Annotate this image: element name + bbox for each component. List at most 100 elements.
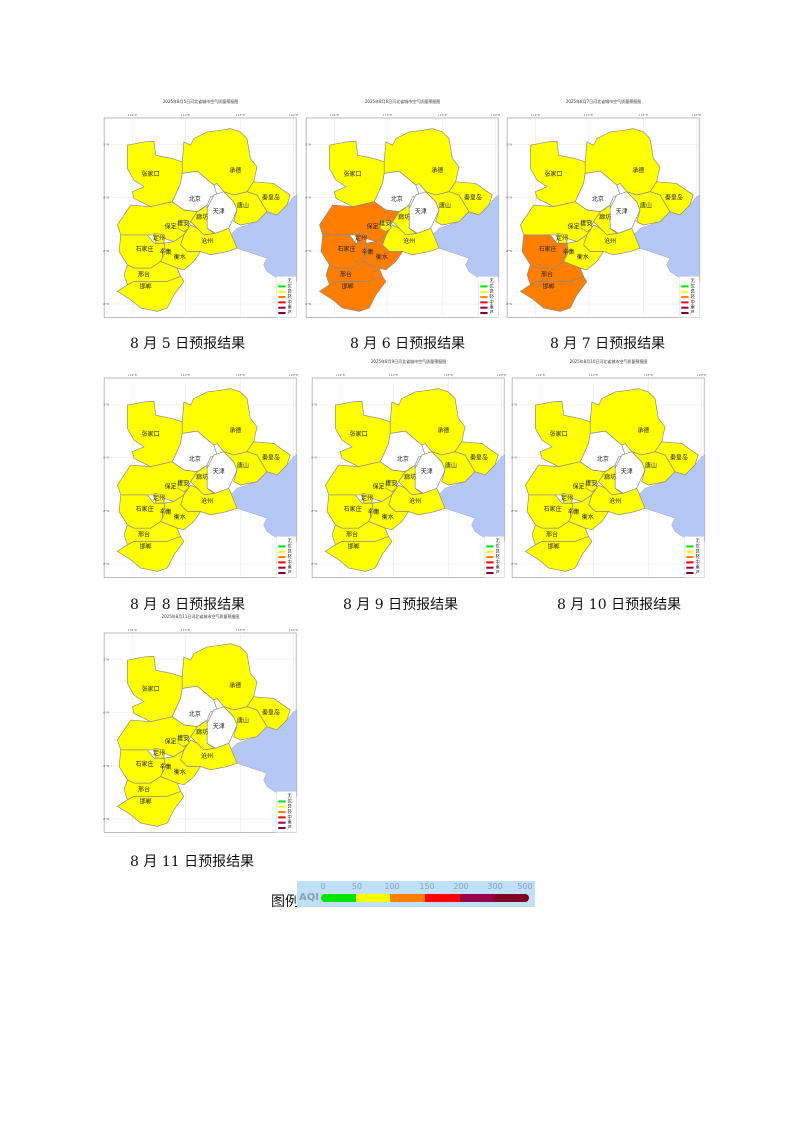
map-legend-label: 无 [696,538,701,544]
region-label-xiongan: 雄安 [379,220,391,228]
region-label-xingtai: 邢台 [138,270,150,278]
region-label-baoding: 保定 [573,482,585,490]
region-label-zhangjiakou: 张家口 [550,430,568,438]
region-label-baoding: 保定 [367,222,379,230]
region-tangshan [425,191,470,226]
lon-tick: 116°E [389,373,398,377]
map-legend-swatch [686,561,694,564]
region-label-zhangjiakou: 张家口 [350,430,368,438]
region-label-xiongan: 雄安 [385,480,397,488]
map-legend-swatch [480,312,488,315]
map-legend-swatch [278,296,286,299]
region-label-handan: 邯郸 [548,543,560,551]
map-legend-label: 良 [288,803,293,810]
region-label-xingtai: 邢台 [346,530,358,538]
region-handan [116,791,185,827]
region-xiongan [580,219,593,233]
map-legend-label: 轻 [496,553,501,560]
map-legend-swatch [480,306,488,309]
region-label-shijiazhuang: 石家庄 [338,245,356,253]
region-label-dingzhou: 定州 [153,234,165,242]
map-legend-swatch [278,816,286,819]
region-label-chengde: 承德 [632,166,644,174]
aqi-tick: 500 [517,882,533,891]
region-label-hengshui: 衡水 [174,513,186,521]
map-legend-swatch [480,285,488,288]
map-frame: 114°E 116°E 118°E 120°E 42°N 40°N 38°N 36°N 张家口 承… [506,113,701,318]
lon-tick: 114°E [336,373,345,377]
aqi-legend: AQI 0 50 100 150 200 300 500 [297,881,535,907]
map-legend-label: 中 [288,298,292,305]
region-label-qinhuangdao: 秦皇岛 [262,193,280,201]
region-label-langfang: 廊坊 [196,213,208,221]
map-legend-label: 严 [288,570,293,576]
region-label-cangzhou: 沧州 [201,497,213,505]
region-xiongan [585,479,598,493]
region-label-langfang: 廊坊 [196,473,208,481]
region-label-qinhuangdao: 秦皇岛 [470,453,488,461]
lat-tick: 38°N [311,509,318,513]
aqi-title: AQI [299,892,319,903]
map-frame: 114°E 116°E 118°E 120°E 42°N 40°N 38°N 36°N 张家口 承… [311,373,506,578]
region-label-hengshui: 衡水 [577,253,589,261]
map-legend-swatch [486,572,494,575]
region-label-beijing: 北京 [189,195,201,203]
region-label-tangshan: 唐山 [237,202,249,210]
lat-tick: 38°N [511,509,518,513]
region-tangshan [223,706,268,741]
region-label-xinji: 辛集 [362,248,374,256]
region-label-tangshan: 唐山 [445,462,457,470]
region-label-beijing: 北京 [597,455,609,463]
map-legend-swatch [278,545,286,548]
region-label-handan: 邯郸 [140,798,152,806]
map-title: 2025年8月6日河北省城市空气质量预报图 [364,99,441,104]
lon-tick: 120°E [692,113,701,117]
forecast-map: 2025年8月9日河北省城市空气质量预报图 114°E 116°E 118°E 120°… [311,358,506,580]
map-legend-swatch [480,290,488,293]
lat-tick: 40°N [311,456,318,460]
region-label-cangzhou: 沧州 [403,237,415,245]
map-frame: 114°E 116°E 118°E 120°E 42°N 40°N 38°N 36°N 张家口 承… [103,628,298,833]
region-label-xingtai: 邢台 [340,270,352,278]
region-label-shijiazhuang: 石家庄 [136,245,154,253]
region-xiongan [379,219,392,233]
legend-label: 图例 [271,894,299,910]
region-label-cangzhou: 沧州 [609,497,621,505]
aqi-segment [494,894,529,902]
map-legend-label: 优 [496,542,501,549]
map-legend-swatch [686,566,694,569]
map-frame: 114°E 116°E 118°E 120°E 42°N 40°N 38°N 36°N 张家口 承… [305,113,500,318]
map-caption: 8 月 6 日预报结果 [350,336,466,352]
region-label-zhangjiakou: 张家口 [545,170,563,178]
map-legend-swatch [278,540,286,543]
region-label-xiongan: 雄安 [177,220,189,228]
region-label-xiongan: 雄安 [177,480,189,488]
lat-tick: 40°N [103,196,110,200]
lon-tick: 120°E [289,628,298,632]
map-legend-swatch [278,821,286,824]
map-caption: 8 月 10 日预报结果 [557,597,682,613]
region-tangshan [631,451,676,486]
map-legend-label: 重 [288,819,293,826]
region-label-xingtai: 邢台 [546,530,558,538]
lon-tick: 120°E [289,373,298,377]
map-legend-swatch [681,301,689,304]
lat-tick: 36°N [103,302,110,306]
region-label-xinji: 辛集 [160,508,172,516]
region-label-shijiazhuang: 石家庄 [539,245,557,253]
map-legend-label: 中 [288,813,292,820]
region-label-tangshan: 唐山 [439,202,451,210]
map-legend-label: 中 [696,558,700,565]
region-label-hengshui: 衡水 [174,253,186,261]
region-label-hengshui: 衡水 [376,253,388,261]
region-label-chengde: 承德 [229,426,241,434]
region-label-xinji: 辛集 [563,248,575,256]
region-label-langfang: 廊坊 [196,728,208,736]
region-tangshan [223,191,268,226]
map-title [103,358,298,366]
region-label-beijing: 北京 [189,710,201,718]
map-title: 2025年8月5日河北省城市空气质量预报图 [162,99,239,104]
region-label-handan: 邯郸 [348,543,360,551]
map-legend-swatch [278,306,286,309]
